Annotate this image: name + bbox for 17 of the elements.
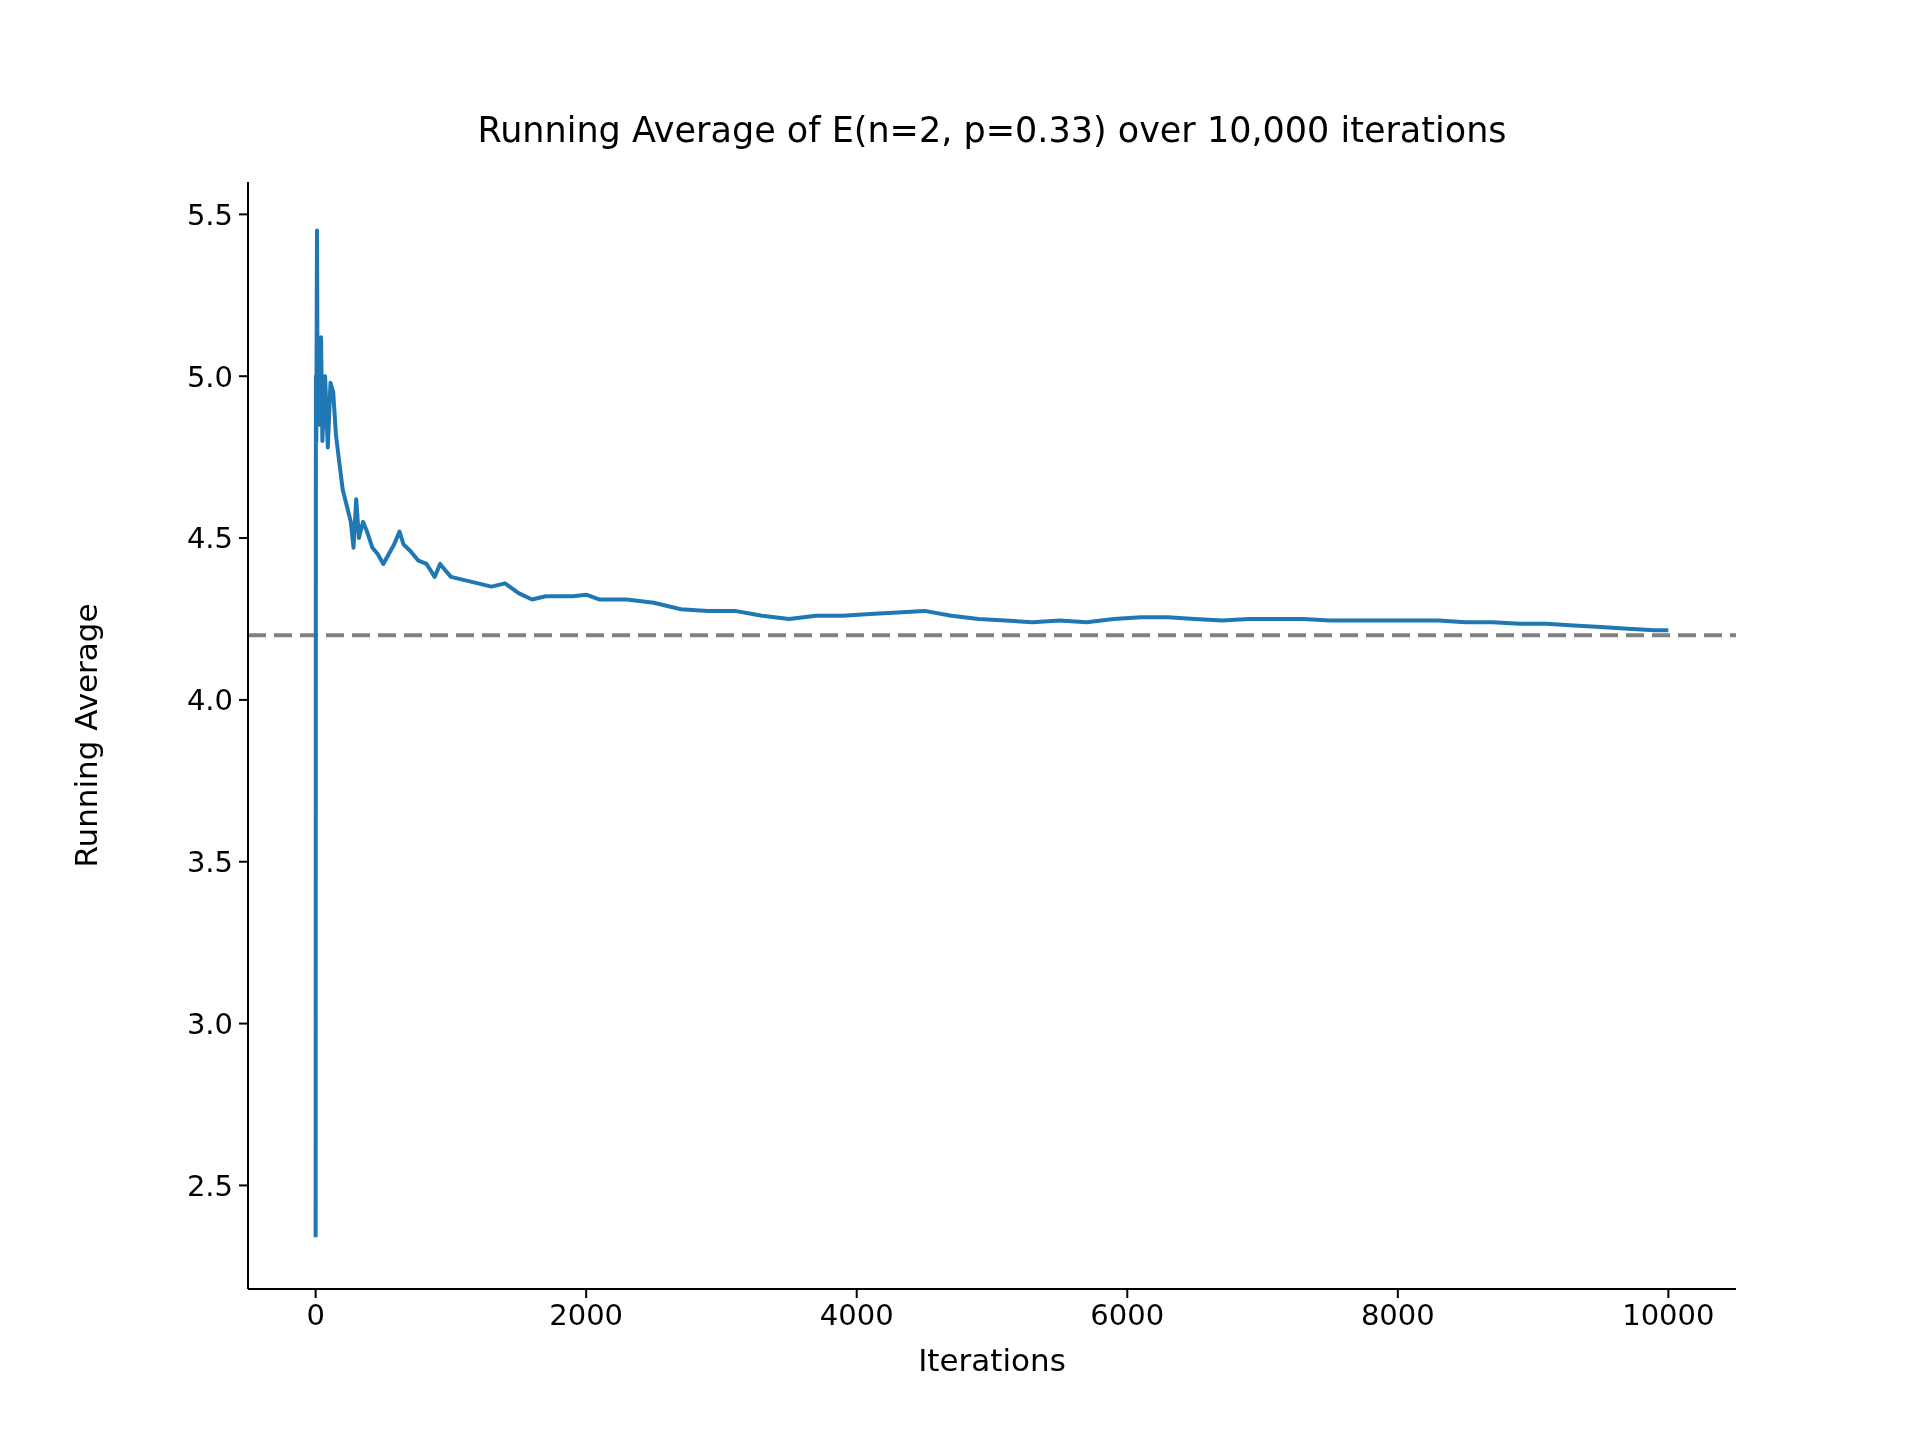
x-axis-title: Iterations <box>918 1342 1066 1379</box>
y-tick-label: 5.0 <box>186 359 233 394</box>
x-tick-label: 2000 <box>549 1297 624 1332</box>
y-tick-label: 4.0 <box>186 683 233 718</box>
x-tick-label: 10000 <box>1622 1297 1715 1332</box>
y-tick-label: 4.5 <box>186 521 233 556</box>
x-tick-label: 8000 <box>1360 1297 1435 1332</box>
x-tick-label: 0 <box>306 1297 325 1332</box>
y-tick-label: 2.5 <box>186 1168 233 1203</box>
y-tick-label: 5.5 <box>186 197 233 232</box>
y-axis-title: Running Average <box>68 603 105 868</box>
y-tick-label: 3.0 <box>186 1006 233 1041</box>
chart-title: Running Average of E(n=2, p=0.33) over 10,000 iterations <box>476 110 1508 150</box>
x-tick-label: 4000 <box>819 1297 894 1332</box>
y-tick-label: 3.5 <box>186 845 233 880</box>
line-series <box>313 228 1671 1240</box>
x-tick-label: 6000 <box>1090 1297 1165 1332</box>
